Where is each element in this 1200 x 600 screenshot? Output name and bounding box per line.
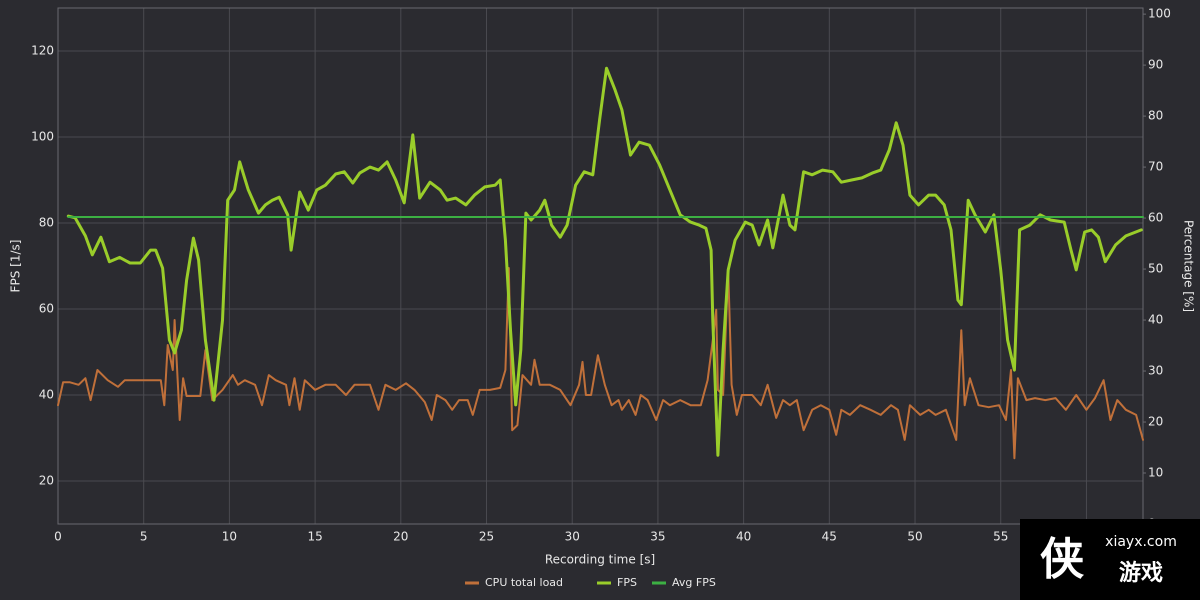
series-layer (57, 66, 1144, 460)
x-tick-label: 0 (54, 530, 62, 544)
plot-frame (57, 7, 1144, 525)
x-tick-label: 45 (822, 530, 837, 544)
y2-tick-label: 50 (1148, 262, 1163, 276)
legend-label: FPS (617, 576, 637, 589)
watermark-box (1020, 519, 1200, 600)
legend-label: CPU total load (485, 576, 563, 589)
grid-layer: 0510152025303540455055602040608010012001… (31, 7, 1171, 544)
x-tick-label: 15 (307, 530, 322, 544)
y2-tick-label: 20 (1148, 415, 1163, 429)
y-tick-label: 120 (31, 44, 54, 58)
x-axis-label: Recording time [s] (545, 553, 655, 567)
x-tick-label: 20 (393, 530, 408, 544)
series-line (57, 267, 1144, 460)
watermark-site: xiayx.com (1105, 534, 1177, 550)
watermark-logo: 侠 (1040, 534, 1085, 585)
legend: CPU total load FPS Avg FPS (465, 576, 716, 589)
y-tick-label: 100 (31, 130, 54, 144)
series-line (66, 66, 1143, 457)
x-tick-label: 35 (650, 530, 665, 544)
watermark-text: 游戏 (1119, 560, 1163, 586)
y2-axis-label: Percentage [%] (1182, 220, 1196, 312)
x-tick-label: 5 (140, 530, 148, 544)
x-tick-label: 10 (222, 530, 237, 544)
y2-tick-label: 30 (1148, 364, 1163, 378)
x-tick-label: 25 (479, 530, 494, 544)
legend-label: Avg FPS (672, 576, 716, 589)
y-tick-label: 60 (39, 302, 54, 316)
x-tick-label: 40 (736, 530, 751, 544)
y2-tick-label: 40 (1148, 313, 1163, 327)
y2-tick-label: 70 (1148, 160, 1163, 174)
y-tick-label: 40 (39, 388, 54, 402)
x-tick-label: 50 (907, 530, 922, 544)
y-axis-label: FPS [1/s] (9, 240, 23, 293)
x-tick-label: 55 (993, 530, 1008, 544)
watermark: 侠 xiayx.com 游戏 (1020, 519, 1200, 600)
y-tick-label: 80 (39, 216, 54, 230)
y2-tick-label: 60 (1148, 211, 1163, 225)
y-tick-label: 20 (39, 474, 54, 488)
y2-tick-label: 80 (1148, 109, 1163, 123)
y2-tick-label: 10 (1148, 466, 1163, 480)
y2-tick-label: 100 (1148, 7, 1171, 21)
y2-tick-label: 90 (1148, 58, 1163, 72)
x-tick-label: 30 (565, 530, 580, 544)
